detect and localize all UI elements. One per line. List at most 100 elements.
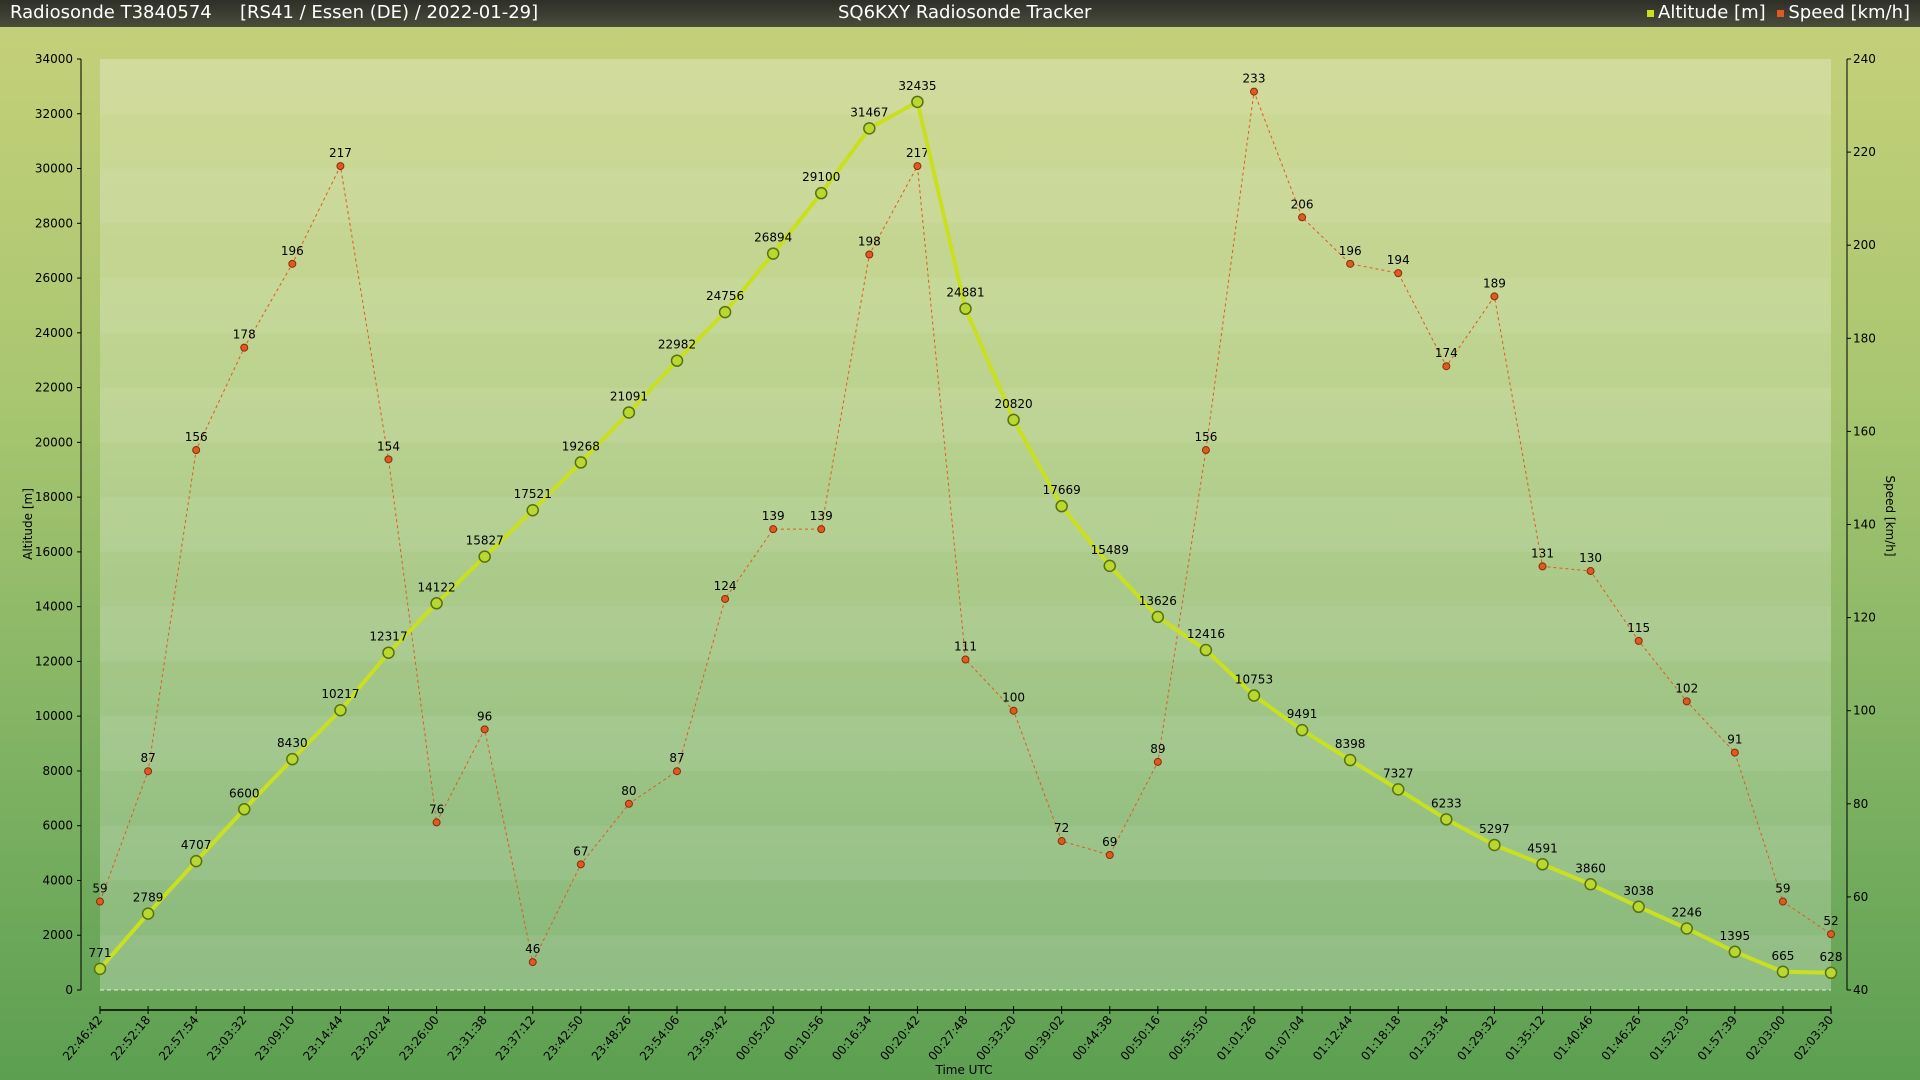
speed-data-label: 59 <box>1775 882 1790 896</box>
x-tick-label: 23:54:06 <box>637 1013 682 1063</box>
y2-tick-label: 140 <box>1853 518 1876 532</box>
plot-band <box>100 168 1831 224</box>
altitude-data-label: 31467 <box>850 105 888 119</box>
x-tick-label: 01:18:18 <box>1358 1013 1403 1063</box>
speed-data-label: 72 <box>1054 821 1069 835</box>
y-tick-label: 2000 <box>42 928 73 942</box>
speed-data-label: 87 <box>669 751 684 765</box>
x-tick-label: 00:39:02 <box>1022 1013 1067 1063</box>
speed-data-label: 80 <box>621 784 636 798</box>
x-tick-label: 00:44:38 <box>1070 1013 1115 1063</box>
altitude-data-label: 24881 <box>946 286 984 300</box>
altitude-point <box>1103 559 1116 573</box>
speed-data-label: 102 <box>1675 681 1698 695</box>
y-tick-label: 26000 <box>35 271 73 285</box>
y2-tick-label: 240 <box>1853 52 1876 66</box>
altitude-data-label: 8398 <box>1335 737 1366 751</box>
speed-point <box>624 799 633 808</box>
legend-altitude-swatch <box>1647 9 1654 17</box>
plot-area <box>100 59 1831 990</box>
altitude-data-label: 2246 <box>1671 905 1702 919</box>
y2-tick-label: 100 <box>1853 704 1876 718</box>
plot-band <box>100 59 1831 114</box>
x-tick-label: 23:37:12 <box>493 1013 538 1063</box>
speed-data-label: 59 <box>92 882 107 896</box>
x-axis-label: Time UTC <box>935 1063 993 1077</box>
y-tick-label: 0 <box>65 983 73 997</box>
x-tick-label: 23:09:10 <box>252 1013 297 1063</box>
altitude-data-label: 2789 <box>133 891 164 905</box>
altitude-data-label: 26894 <box>754 231 792 245</box>
speed-data-label: 111 <box>954 639 977 653</box>
altitude-point <box>1584 878 1597 891</box>
altitude-point <box>959 302 972 315</box>
x-tick-label: 23:31:38 <box>445 1013 490 1063</box>
x-tick-label: 01:46:26 <box>1599 1013 1644 1063</box>
speed-data-label: 89 <box>1150 742 1165 756</box>
x-tick-label: 00:33:20 <box>974 1013 1019 1063</box>
y-tick-label: 4000 <box>42 873 73 887</box>
speed-point <box>96 897 104 906</box>
altitude-point <box>1055 499 1068 513</box>
altitude-data-label: 17669 <box>1043 483 1081 497</box>
altitude-data-label: 10217 <box>321 687 359 701</box>
altitude-data-label: 3860 <box>1575 861 1606 875</box>
altitude-data-label: 15489 <box>1091 543 1129 557</box>
speed-data-label: 139 <box>762 509 785 523</box>
x-tick-label: 00:27:48 <box>925 1013 970 1063</box>
altitude-point <box>670 354 684 367</box>
altitude-point <box>863 122 876 135</box>
x-tick-label: 01:23:54 <box>1406 1013 1451 1063</box>
altitude-point <box>1295 723 1309 737</box>
x-tick-label: 00:16:34 <box>829 1013 874 1063</box>
chart-background <box>0 27 1920 1080</box>
speed-point <box>576 860 585 869</box>
x-tick-label: 01:35:12 <box>1502 1013 1547 1063</box>
altitude-point <box>382 646 395 659</box>
x-tick-label: 22:52:18 <box>108 1013 153 1063</box>
x-tick-label: 01:40:46 <box>1551 1013 1596 1063</box>
speed-data-label: 130 <box>1579 551 1602 565</box>
speed-point <box>1442 362 1451 371</box>
speed-point <box>1057 837 1066 846</box>
speed-point <box>1778 897 1787 906</box>
x-tick-label: 01:12:44 <box>1310 1013 1355 1063</box>
speed-data-label: 217 <box>329 146 352 160</box>
y2-tick-label: 60 <box>1853 890 1868 904</box>
speed-data-label: 154 <box>377 439 400 453</box>
legend-speed[interactable]: Speed [km/h] <box>1777 2 1910 23</box>
speed-data-label: 196 <box>1339 244 1362 258</box>
x-tick-label: 01:07:04 <box>1262 1013 1307 1063</box>
y-tick-label: 32000 <box>35 107 73 121</box>
speed-point <box>961 655 970 664</box>
altitude-data-label: 6233 <box>1431 796 1462 810</box>
speed-point <box>1827 930 1835 939</box>
y-tick-label: 10000 <box>35 709 73 723</box>
altitude-point <box>1440 813 1453 826</box>
altitude-data-label: 12317 <box>369 630 407 644</box>
speed-point <box>1346 259 1355 268</box>
x-tick-label: 23:26:00 <box>397 1013 442 1063</box>
speed-data-label: 196 <box>281 244 304 258</box>
altitude-point <box>526 503 539 517</box>
y-tick-label: 20000 <box>35 435 73 449</box>
altitude-data-label: 29100 <box>802 170 840 184</box>
altitude-data-label: 22982 <box>658 338 696 352</box>
x-tick-label: 01:52:03 <box>1647 1013 1692 1063</box>
sonde-subtitle: [RS41 / Essen (DE) / 2022-01-29] <box>240 2 539 23</box>
legend-altitude[interactable]: Altitude [m] <box>1647 2 1766 23</box>
speed-data-label: 178 <box>233 328 256 342</box>
altitude-point <box>574 456 588 469</box>
y2-axis-label: Speed [km/h] <box>1883 475 1897 556</box>
speed-data-label: 100 <box>1002 691 1025 705</box>
speed-point <box>192 446 201 455</box>
speed-point <box>1009 706 1018 715</box>
altitude-point <box>1343 753 1357 767</box>
altitude-data-label: 7327 <box>1383 766 1414 780</box>
altitude-point <box>1728 945 1742 959</box>
altitude-point <box>478 550 491 563</box>
y-tick-label: 8000 <box>42 764 73 778</box>
y2-tick-label: 160 <box>1853 424 1876 438</box>
altitude-point <box>286 752 299 766</box>
x-tick-label: 02:03:00 <box>1743 1013 1788 1063</box>
